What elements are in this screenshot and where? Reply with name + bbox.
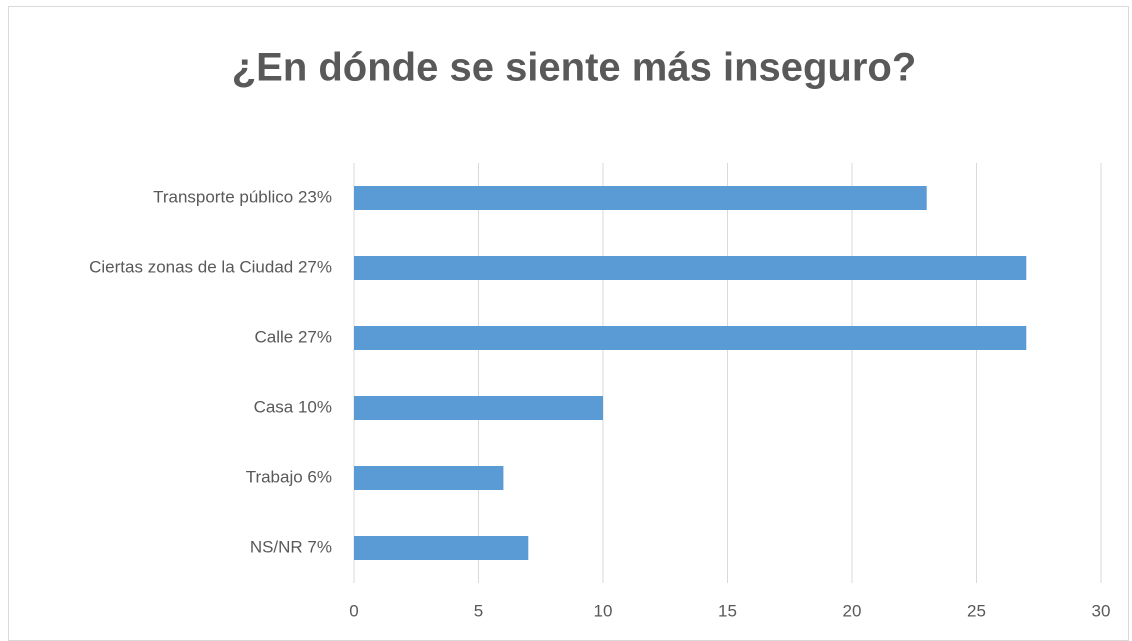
bar [354,466,504,490]
y-tick-label: Casa 10% [254,397,332,416]
bar [354,256,1027,280]
bar [354,396,603,420]
x-tick-label: 10 [594,601,613,620]
y-tick-label: Calle 27% [255,327,333,346]
x-tick-label: 15 [718,601,737,620]
x-tick-label: 0 [349,601,358,620]
bar [354,536,529,560]
x-tick-label: 25 [967,601,986,620]
bar [354,186,927,210]
y-tick-label: Transporte público 23% [153,187,332,206]
y-tick-label: NS/NR 7% [250,537,332,556]
y-tick-label: Ciertas zonas de la Ciudad 27% [89,257,332,276]
x-tick-label: 30 [1092,601,1111,620]
x-tick-label: 5 [474,601,483,620]
chart-title: ¿En dónde se siente más inseguro? [232,46,917,90]
y-tick-label: Trabajo 6% [246,467,332,486]
x-tick-label: 20 [843,601,862,620]
bar [354,326,1027,350]
chart-border [8,6,1129,641]
